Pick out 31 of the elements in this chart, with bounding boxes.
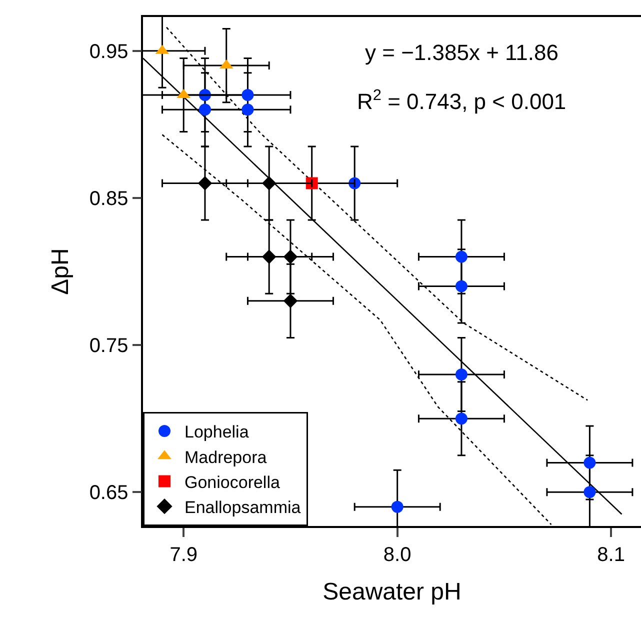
point	[584, 486, 596, 498]
point	[391, 500, 404, 513]
legend-label: Madrepora	[184, 448, 268, 467]
y-axis-title: ΔpH	[46, 248, 74, 295]
x-axis-title: Seawater pH	[322, 578, 462, 606]
line-series	[162, 134, 552, 526]
point	[283, 250, 298, 264]
y-tick-label: 0.65	[89, 482, 128, 504]
x-tick-label: 8.0	[383, 544, 412, 566]
legend-label: Enallopsammia	[184, 498, 302, 517]
point	[242, 104, 254, 116]
point	[242, 88, 254, 101]
y-tick-label: 0.85	[89, 188, 128, 210]
point	[262, 176, 276, 190]
point	[198, 104, 211, 116]
x-tick-label: 7.9	[170, 544, 198, 566]
point	[283, 294, 298, 308]
x-tick-label: 8.1	[597, 544, 625, 566]
point	[455, 250, 468, 263]
point	[455, 368, 468, 380]
y-tick-label: 0.95	[89, 40, 128, 63]
point	[584, 456, 596, 469]
point	[455, 280, 468, 292]
legend-label: Lophelia	[184, 422, 250, 442]
point	[198, 176, 212, 190]
annotation: R$^{2}$ = 0.743, p < 0.001	[357, 87, 566, 114]
point	[262, 250, 276, 264]
y-tick-label: 0.75	[89, 335, 128, 358]
annotation: y = −1.385x + 11.86	[365, 40, 558, 65]
point	[455, 412, 468, 425]
legend-label: Goniocorella	[184, 472, 280, 492]
